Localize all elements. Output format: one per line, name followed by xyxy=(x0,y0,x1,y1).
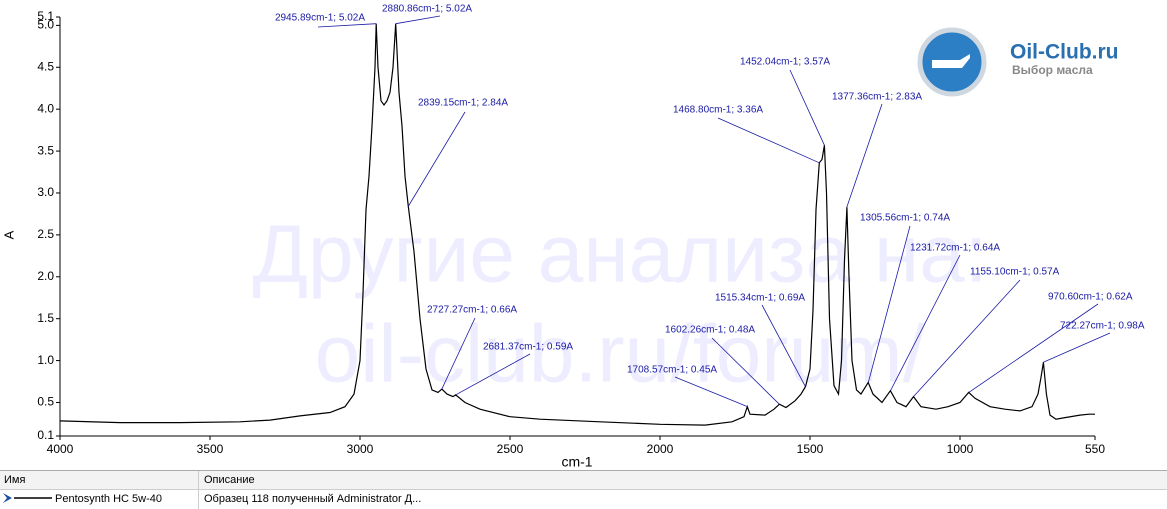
row-description: Образец 118 полученный Administrator Д..… xyxy=(204,493,422,505)
x-tick-label: 4000 xyxy=(47,442,74,456)
annotation-label: 970.60cm-1; 0.62A xyxy=(1048,292,1133,303)
header-cell: Имя xyxy=(4,474,26,486)
annotation-label: 2880.86cm-1; 5.02A xyxy=(382,4,472,15)
y-tick-label: 5.1 xyxy=(37,9,54,23)
annotation-leader xyxy=(1043,332,1111,363)
annotation-leader xyxy=(867,225,911,383)
spectrum-line xyxy=(59,23,1095,426)
logo-subtitle: Выбор масла xyxy=(1012,63,1093,77)
annotation-label: 1377.36cm-1; 2.83A xyxy=(832,92,922,103)
x-tick-label: 2500 xyxy=(497,442,524,456)
y-tick-label: 5.0 xyxy=(37,18,54,32)
y-tick-label: 2.5 xyxy=(37,227,54,241)
annotation-label: 2839.15cm-1; 2.84A xyxy=(418,98,508,109)
annotation-leader xyxy=(913,279,1021,397)
table-header xyxy=(0,471,1167,490)
annotation-leader xyxy=(674,376,748,408)
annotation-label: 2945.89cm-1; 5.02A xyxy=(275,13,365,24)
y-tick-label: 4.5 xyxy=(37,59,54,73)
annotation-leader xyxy=(711,337,780,405)
annotation-leader xyxy=(968,303,1099,393)
annotation-label: 1468.80cm-1; 3.36A xyxy=(673,105,763,116)
watermark: oil-club.ru/forum/ xyxy=(315,309,926,400)
annotation-label: 1231.72cm-1; 0.64A xyxy=(910,243,1000,254)
annotation-leader xyxy=(717,117,820,164)
x-tick-label: 1500 xyxy=(797,442,824,456)
x-tick-label: 550 xyxy=(1085,442,1105,456)
annotation-leader xyxy=(846,103,883,208)
annotation-leader xyxy=(890,254,961,391)
annotation-label: 722.27cm-1; 0.98A xyxy=(1060,321,1145,332)
x-tick-label: 1000 xyxy=(947,442,974,456)
x-tick-label: 2000 xyxy=(647,442,674,456)
annotation-leader xyxy=(455,353,531,396)
y-axis-label: A xyxy=(1,230,16,239)
y-tick-label: 1.5 xyxy=(37,311,54,325)
annotation-leader xyxy=(761,304,806,387)
watermark: Другие анализа на: xyxy=(252,209,987,300)
y-tick-label: 0.5 xyxy=(37,395,54,409)
legend-table: Имя Описание Pentosynth HC 5w-40 Образец… xyxy=(0,470,1167,509)
y-tick-label: 4.0 xyxy=(37,101,54,115)
annotation-label: 1155.10cm-1; 0.57A xyxy=(970,267,1060,278)
header-cell: Описание xyxy=(204,474,255,486)
annotation-leader xyxy=(789,69,825,146)
annotation-label: 2681.37cm-1; 0.59A xyxy=(483,342,573,353)
row-icon xyxy=(3,493,52,503)
column-divider xyxy=(198,471,199,509)
logo-title: Oil-Club.ru xyxy=(1010,41,1119,64)
y-tick-label: 0.1 xyxy=(37,428,54,442)
annotation-leader xyxy=(395,15,441,25)
annotation-label: 2727.27cm-1; 0.66A xyxy=(427,305,517,316)
annotation-label: 1708.57cm-1; 0.45A xyxy=(627,365,717,376)
y-tick-label: 1.0 xyxy=(37,353,54,367)
annotation-leader xyxy=(407,111,466,207)
annotation-leader xyxy=(441,317,476,390)
y-tick-label: 3.5 xyxy=(37,143,54,157)
annotation-label: 1452.04cm-1; 3.57A xyxy=(740,57,830,68)
x-tick-label: 3000 xyxy=(347,442,374,456)
annotation-label: 1515.34cm-1; 0.69A xyxy=(715,293,805,304)
x-axis-label: cm-1 xyxy=(561,454,592,470)
annotation-label: 1305.56cm-1; 0.74A xyxy=(860,213,950,224)
row-name[interactable]: Pentosynth HC 5w-40 xyxy=(55,493,162,505)
chart: Другие анализа на: oil-club.ru/forum/ Oi… xyxy=(1,4,1145,470)
annotation-label: 1602.26cm-1; 0.48A xyxy=(665,325,755,336)
y-tick-label: 2.0 xyxy=(37,269,54,283)
x-tick-label: 3500 xyxy=(197,442,224,456)
y-tick-label: 3.0 xyxy=(37,185,54,199)
logo-can xyxy=(932,54,970,68)
annotation-leader xyxy=(317,23,377,28)
